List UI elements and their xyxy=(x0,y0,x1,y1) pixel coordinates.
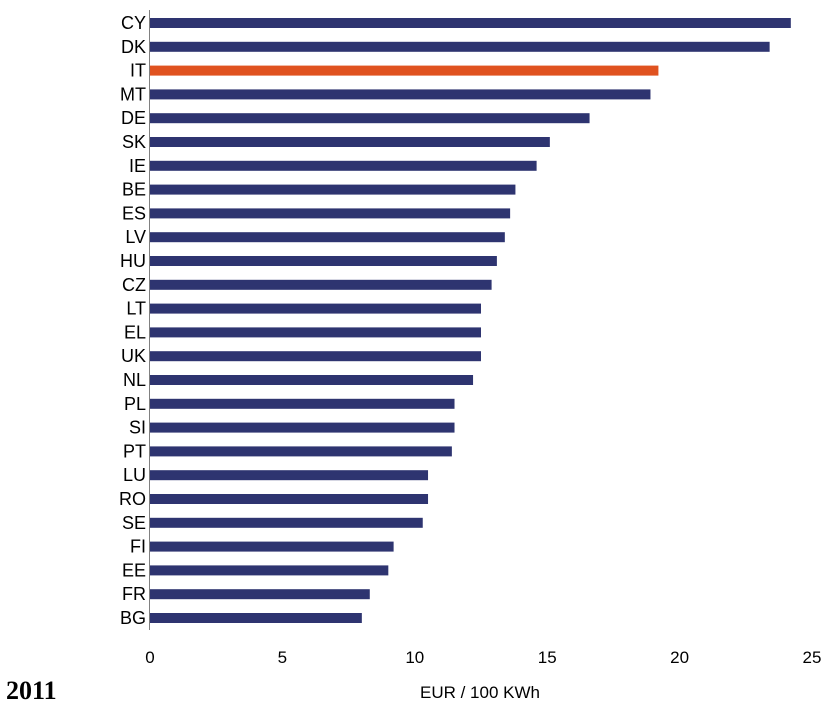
bar-lt xyxy=(150,303,481,314)
bars-layer xyxy=(150,18,791,623)
bar-cy xyxy=(150,18,791,28)
category-label-dk: DK xyxy=(121,37,146,57)
bar-ee xyxy=(150,565,389,576)
category-label-si: SI xyxy=(129,418,146,438)
category-label-lu: LU xyxy=(123,465,146,485)
category-label-pl: PL xyxy=(124,394,146,414)
bar-el xyxy=(150,327,481,338)
category-label-hu: HU xyxy=(120,251,146,271)
bar-pl xyxy=(150,398,455,409)
category-labels: CY DK IT MT DE SK IE BE ES LV HU CZ LT EL UK NL PL SI PT LU… xyxy=(119,13,146,628)
bar-dk xyxy=(150,41,770,52)
bar-ro xyxy=(150,494,429,504)
bar-it xyxy=(150,65,659,76)
category-label-es: ES xyxy=(122,203,146,223)
bar-si xyxy=(150,422,455,433)
category-label-lt: LT xyxy=(126,299,146,319)
x-tick-label-0: 0 xyxy=(145,648,154,667)
year-label: 2011 xyxy=(6,676,57,705)
category-label-el: EL xyxy=(124,322,146,342)
category-label-ee: EE xyxy=(122,560,146,580)
category-label-lv: LV xyxy=(125,227,146,247)
category-label-mt: MT xyxy=(120,84,146,104)
category-label-ro: RO xyxy=(119,489,146,509)
x-tick-label-5: 5 xyxy=(278,648,287,667)
bar-ie xyxy=(150,160,537,171)
category-label-be: BE xyxy=(122,180,146,200)
bar-lv xyxy=(150,232,505,243)
category-label-pt: PT xyxy=(123,441,146,461)
bar-be xyxy=(150,184,516,195)
bar-fi xyxy=(150,541,394,552)
category-label-uk: UK xyxy=(121,346,146,366)
bar-nl xyxy=(150,375,474,385)
bar-mt xyxy=(150,89,651,100)
category-label-nl: NL xyxy=(123,370,146,390)
bar-pt xyxy=(150,446,452,457)
bar-bg xyxy=(150,613,362,623)
x-tick-label-10: 10 xyxy=(405,648,424,667)
category-label-ie: IE xyxy=(129,156,146,176)
category-label-bg: BG xyxy=(120,608,146,628)
category-label-de: DE xyxy=(121,108,146,128)
category-label-it: IT xyxy=(130,61,146,81)
x-tick-label-25: 25 xyxy=(803,648,822,667)
category-label-fi: FI xyxy=(130,537,146,557)
bar-fr xyxy=(150,589,370,600)
category-label-cy: CY xyxy=(121,13,146,33)
category-label-cz: CZ xyxy=(122,275,146,295)
bar-es xyxy=(150,208,511,219)
x-tick-labels: 0 5 10 15 20 25 xyxy=(145,648,821,667)
bar-se xyxy=(150,517,423,528)
category-label-fr: FR xyxy=(122,584,146,604)
category-label-sk: SK xyxy=(122,132,146,152)
bar-sk xyxy=(150,137,550,147)
x-axis-title: EUR / 100 KWh xyxy=(420,683,540,702)
bar-uk xyxy=(150,351,481,362)
bar-cz xyxy=(150,279,492,290)
bar-hu xyxy=(150,256,497,266)
x-tick-label-20: 20 xyxy=(670,648,689,667)
bar-lu xyxy=(150,470,429,481)
x-tick-label-15: 15 xyxy=(538,648,557,667)
bar-de xyxy=(150,113,590,124)
category-label-se: SE xyxy=(122,513,146,533)
